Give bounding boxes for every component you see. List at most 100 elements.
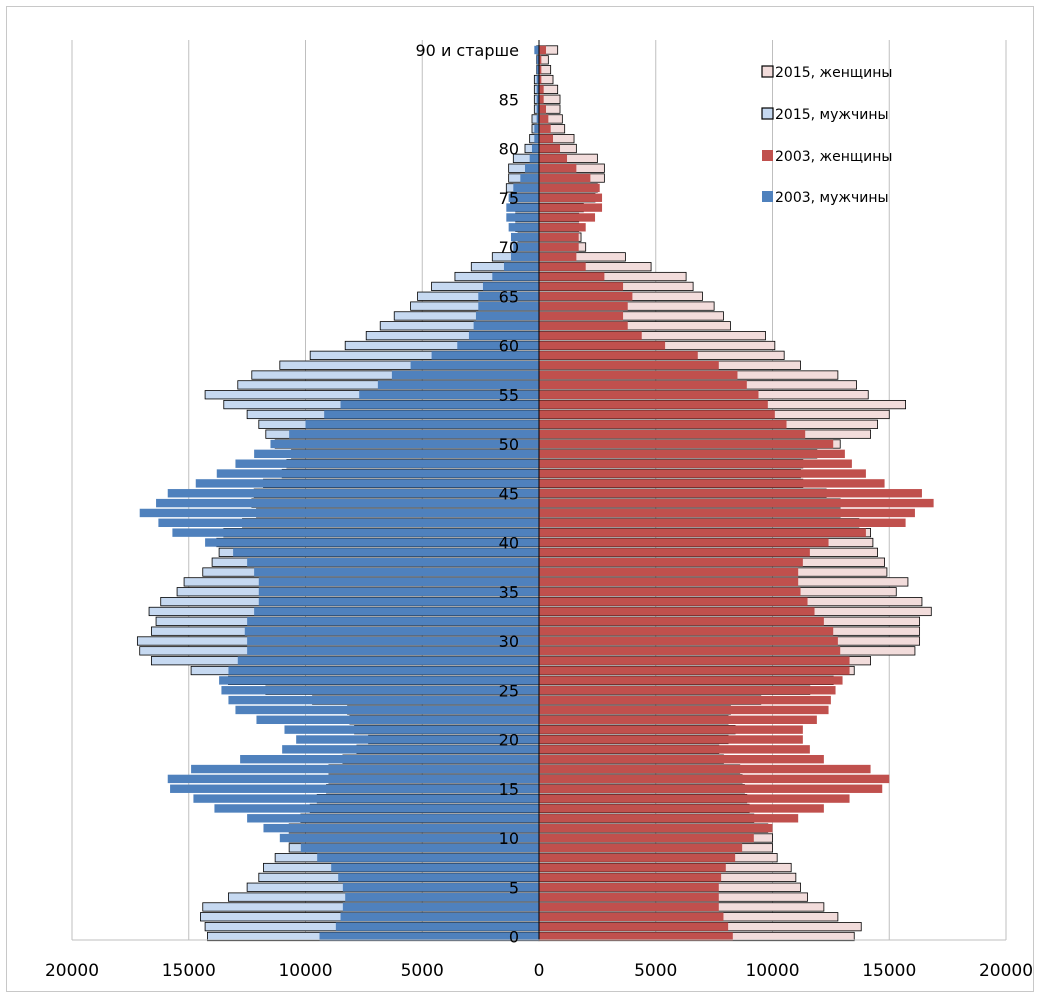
bar-female-2003 [539, 420, 787, 429]
bar-female-2003 [539, 242, 579, 252]
bar-male-2003 [258, 597, 539, 606]
bar-male-2003 [473, 321, 539, 330]
bar-male-2003 [279, 833, 539, 843]
legend-swatch [761, 107, 774, 120]
bar-male-2003 [342, 902, 539, 912]
bar-male-2003 [284, 725, 539, 734]
bar-female-2003 [539, 45, 547, 55]
bar-male-2003 [475, 311, 539, 321]
age-label: 65 [499, 287, 519, 306]
age-label: 60 [499, 337, 519, 356]
bar-male-2003 [254, 449, 539, 459]
bar-male-2003 [317, 853, 539, 862]
age-label: 90 и старше [416, 41, 520, 60]
age-label: 70 [499, 238, 519, 257]
bars-2003 [139, 45, 934, 941]
x-tick-label: 10000 [745, 961, 799, 981]
bar-female-2003 [539, 715, 817, 724]
legend-swatch [762, 150, 773, 161]
bar-male-2003 [282, 745, 539, 754]
bar-female-2003 [539, 725, 803, 734]
bar-female-2003 [539, 272, 605, 281]
bar-male-2003 [319, 932, 539, 941]
bar-male-2003 [170, 784, 539, 793]
bar-male-2003 [247, 617, 539, 626]
bar-male-2003 [524, 164, 539, 173]
bar-male-2003 [270, 439, 539, 449]
bar-female-2003 [539, 380, 747, 390]
bar-male-2003 [235, 705, 539, 715]
bar-female-2003 [539, 173, 591, 183]
bar-male-2003 [534, 134, 539, 143]
bar-female-2003 [539, 932, 733, 941]
bar-female-2003 [539, 705, 829, 715]
bar-female-2003 [539, 577, 799, 587]
bar-male-2003 [258, 577, 539, 587]
x-tick-label: 15000 [862, 961, 916, 981]
bar-male-2003 [214, 804, 539, 813]
bar-female-2003 [539, 410, 775, 419]
bar-male-2003 [468, 331, 539, 340]
bar-male-2003 [536, 75, 539, 84]
bar-female-2003 [539, 863, 726, 872]
age-label: 85 [499, 90, 519, 109]
bar-female-2003 [539, 439, 834, 449]
bar-male-2003 [216, 469, 539, 478]
age-label: 20 [499, 731, 519, 750]
bar-male-2003 [513, 242, 539, 252]
bar-female-2003 [539, 548, 810, 557]
bar-female-2003 [539, 587, 801, 596]
bar-female-2003 [539, 341, 666, 350]
bar-female-2003 [539, 223, 586, 232]
bar-male-2003 [296, 735, 539, 744]
bar-female-2003 [539, 301, 628, 311]
bar-female-2003 [539, 469, 866, 478]
age-label: 30 [499, 632, 519, 651]
bar-female-2003 [539, 735, 803, 744]
bar-male-2003 [345, 892, 539, 902]
bar-female-2003 [539, 449, 845, 459]
bar-female-2003 [539, 193, 603, 202]
bar-female-2003 [539, 745, 810, 754]
bar-female-2003 [539, 558, 803, 567]
age-label: 35 [499, 583, 519, 602]
bar-female-2003 [539, 646, 841, 656]
bar-male-2003 [508, 193, 539, 202]
bar-male-2003 [167, 774, 540, 784]
bar-female-2003 [539, 55, 542, 65]
age-label: 10 [499, 829, 519, 848]
bar-male-2003 [191, 764, 539, 774]
bar-female-2003 [539, 252, 577, 262]
x-tick-label: 5000 [634, 961, 677, 981]
bar-male-2003 [205, 538, 539, 547]
bar-female-2003 [539, 597, 808, 606]
bar-female-2003 [539, 518, 906, 527]
bar-female-2003 [539, 95, 544, 104]
bar-male-2003 [228, 695, 539, 705]
bar-female-2003 [539, 75, 542, 84]
legend-swatch [761, 65, 774, 78]
bar-female-2003 [539, 361, 719, 370]
x-tick-label: 15000 [162, 961, 216, 981]
bar-female-2003 [539, 883, 719, 892]
bar-female-2003 [539, 292, 633, 301]
bar-male-2003 [536, 114, 539, 124]
x-tick-label: 10000 [278, 961, 332, 981]
bar-female-2003 [539, 902, 719, 912]
bar-male-2003 [536, 85, 539, 94]
x-tick-labels: 20000 15000 10000 5000 0 5000 10000 15000 20000 [45, 961, 1033, 981]
bar-male-2003 [221, 686, 539, 695]
axis-lines [72, 40, 1006, 941]
bar-female-2003 [539, 617, 824, 626]
bar-male-2003 [391, 370, 539, 380]
bar-female-2003 [539, 203, 603, 212]
bar-female-2003 [539, 85, 544, 94]
bar-male-2003 [167, 489, 540, 498]
bar-female-2003 [539, 144, 561, 153]
bar-male-2003 [342, 883, 539, 892]
bar-male-2003 [338, 873, 539, 882]
bar-female-2003 [539, 508, 915, 518]
bar-male-2003 [258, 587, 539, 596]
bar-male-2003 [340, 912, 539, 921]
bar-male-2003 [503, 262, 539, 271]
